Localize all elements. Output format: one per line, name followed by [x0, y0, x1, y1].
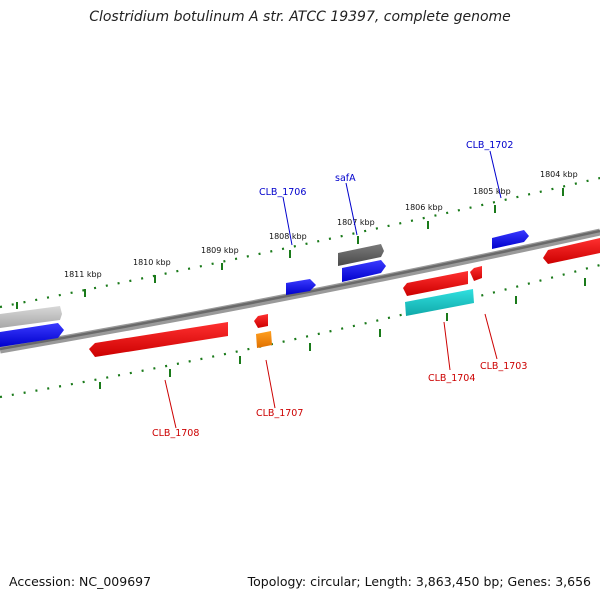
scale-label: 1811 kbp — [64, 270, 102, 279]
gene-feature-clb-1708[interactable] — [89, 322, 228, 357]
gene-label-clb-1702[interactable]: CLB_1702 — [466, 140, 513, 151]
gene-label-safa[interactable]: safA — [335, 173, 356, 184]
scale-label: 1805 kbp — [473, 187, 511, 196]
upper-scale-track — [0, 176, 600, 309]
gene-feature-light-gray[interactable] — [0, 306, 62, 328]
gene-labels: CLB_1706 safA CLB_1702 CLB_1708 CLB_1707… — [152, 140, 527, 439]
reverse-features — [89, 238, 600, 357]
genome-summary-text: Topology: circular; Length: 3,863,450 bp… — [247, 574, 591, 589]
lower-major-ticks — [99, 278, 586, 389]
label-leader-lines — [164, 150, 502, 429]
gene-feature-red[interactable] — [543, 238, 600, 264]
gene-feature-clb-1707-red[interactable] — [254, 314, 268, 328]
gene-feature-clb-1704-rna[interactable] — [405, 289, 474, 316]
gene-feature-clb-1703[interactable] — [470, 266, 482, 281]
scale-label: 1809 kbp — [201, 246, 239, 255]
scale-label: 1808 kbp — [269, 232, 307, 241]
upper-major-ticks — [16, 188, 564, 309]
scale-label: 1810 kbp — [133, 258, 171, 267]
gene-feature-blue[interactable] — [0, 323, 64, 347]
accession-text: Accession: NC_009697 — [9, 574, 152, 589]
gene-feature-blue[interactable] — [342, 260, 386, 282]
lower-scale-track — [0, 263, 600, 399]
gene-feature-clb-1704[interactable] — [403, 271, 468, 296]
forward-features — [0, 230, 529, 347]
gene-label-clb-1706[interactable]: CLB_1706 — [259, 187, 306, 198]
gene-feature-safa[interactable] — [338, 244, 384, 266]
scale-labels: 1811 kbp 1810 kbp 1809 kbp 1808 kbp 1807… — [64, 170, 578, 279]
gene-feature-blue[interactable] — [286, 279, 316, 295]
gene-label-clb-1704[interactable]: CLB_1704 — [428, 373, 475, 384]
gene-label-clb-1707[interactable]: CLB_1707 — [256, 408, 303, 419]
map-title: Clostridium botulinum A str. ATCC 19397,… — [89, 9, 511, 25]
gene-feature-clb-1702[interactable] — [492, 230, 529, 249]
gene-label-clb-1703[interactable]: CLB_1703 — [480, 361, 527, 372]
backbone-line-inner — [0, 229, 600, 351]
scale-label: 1806 kbp — [405, 203, 443, 212]
gene-label-clb-1708[interactable]: CLB_1708 — [152, 428, 199, 439]
gene-feature-clb-1707[interactable] — [256, 331, 272, 348]
scale-label: 1804 kbp — [540, 170, 578, 179]
scale-label: 1807 kbp — [337, 218, 375, 227]
